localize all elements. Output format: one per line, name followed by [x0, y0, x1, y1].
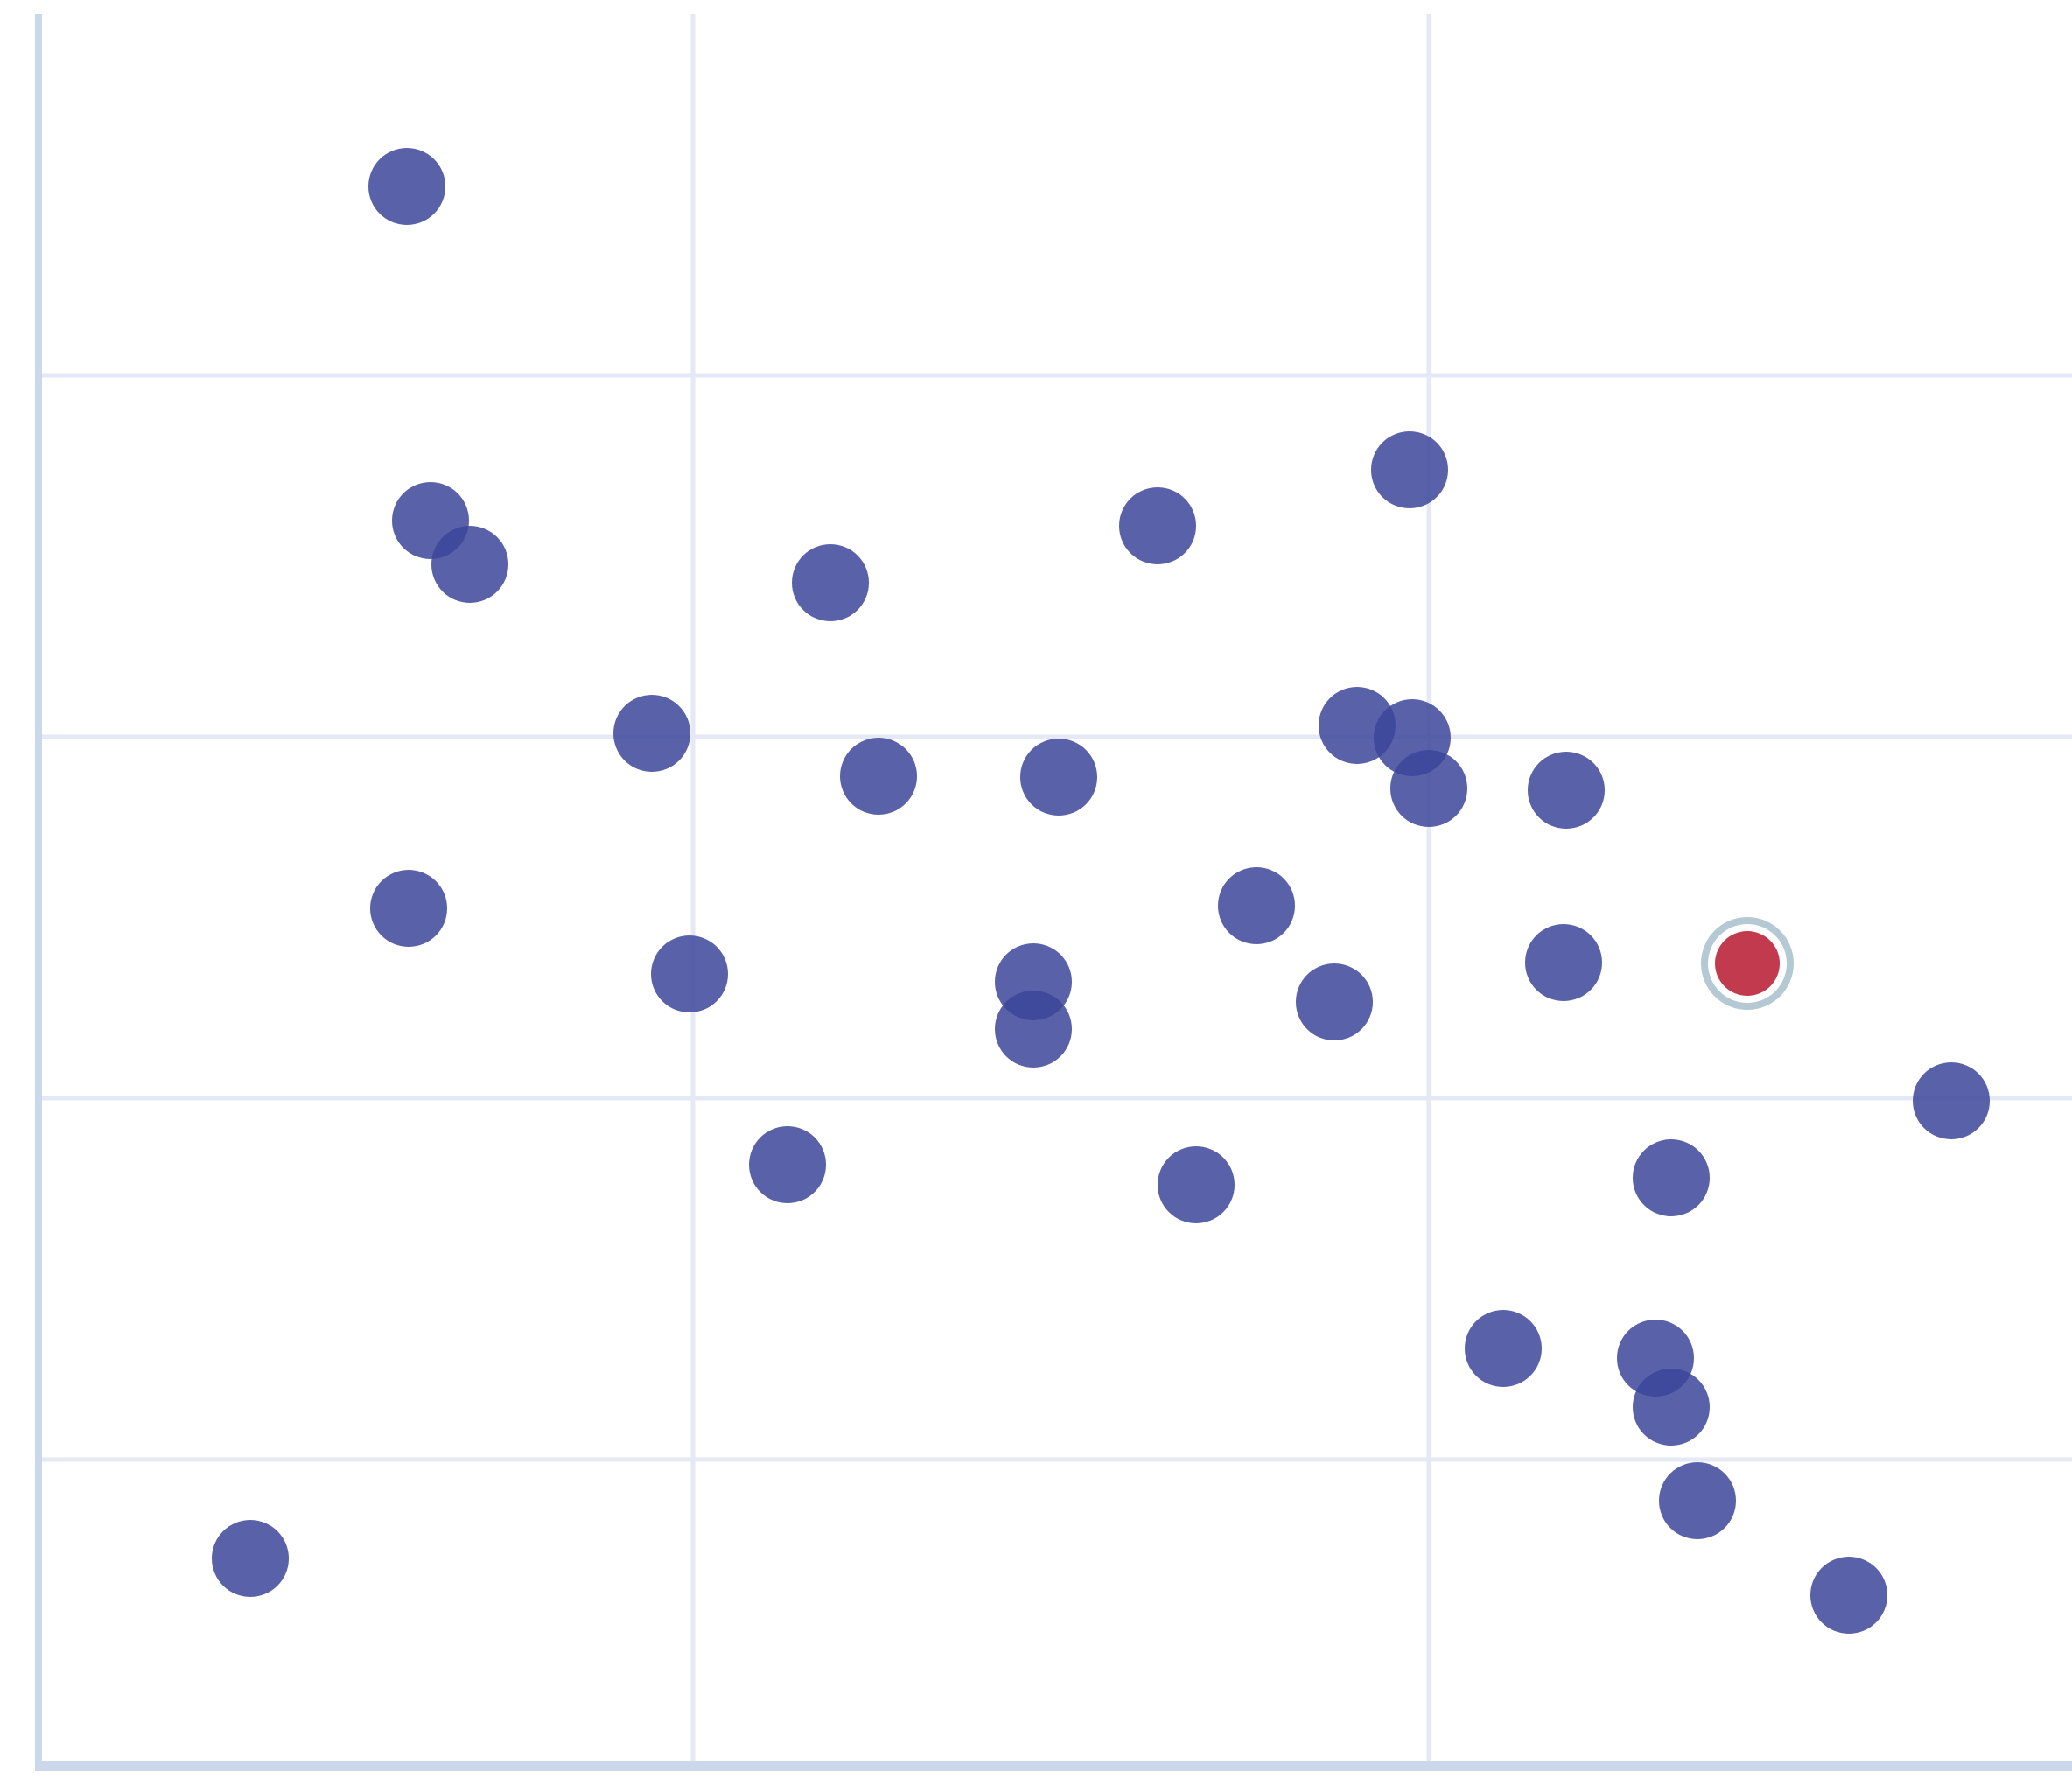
scatter-point[interactable]: [1390, 750, 1467, 827]
scatter-point[interactable]: [613, 695, 690, 772]
scatter-point[interactable]: [212, 1520, 289, 1597]
scatter-plot-canvas: [35, 14, 2072, 1771]
left-axis-border: [35, 14, 42, 1771]
scatter-point[interactable]: [1296, 963, 1373, 1040]
scatter-point[interactable]: [370, 870, 447, 947]
scatter-point[interactable]: [1810, 1557, 1887, 1634]
scatter-point[interactable]: [1913, 1062, 1990, 1139]
scatter-point[interactable]: [1528, 752, 1605, 829]
scatter-point[interactable]: [368, 148, 445, 225]
scatter-point[interactable]: [1119, 487, 1196, 564]
scatter-point[interactable]: [1633, 1139, 1710, 1216]
scatter-point[interactable]: [1633, 1368, 1710, 1446]
scatter-point[interactable]: [995, 990, 1072, 1068]
scatter-point[interactable]: [431, 526, 508, 603]
scatter-point[interactable]: [749, 1126, 826, 1203]
scatter-point[interactable]: [840, 738, 917, 815]
scatter-point[interactable]: [1020, 738, 1097, 816]
scatter-point[interactable]: [1218, 867, 1295, 944]
scatter-point[interactable]: [1158, 1146, 1235, 1223]
scatter-point[interactable]: [1465, 1310, 1542, 1387]
bottom-axis-border: [35, 1760, 2072, 1771]
scatter-point[interactable]: [1525, 924, 1602, 1001]
highlighted-point[interactable]: [1715, 931, 1780, 996]
scatter-point[interactable]: [1371, 431, 1448, 508]
scatter-point[interactable]: [651, 935, 728, 1012]
scatter-point[interactable]: [1659, 1462, 1736, 1539]
scatter-point[interactable]: [792, 544, 869, 621]
scatter-chart: [35, 14, 2072, 1771]
plot-background: [35, 14, 2072, 1771]
